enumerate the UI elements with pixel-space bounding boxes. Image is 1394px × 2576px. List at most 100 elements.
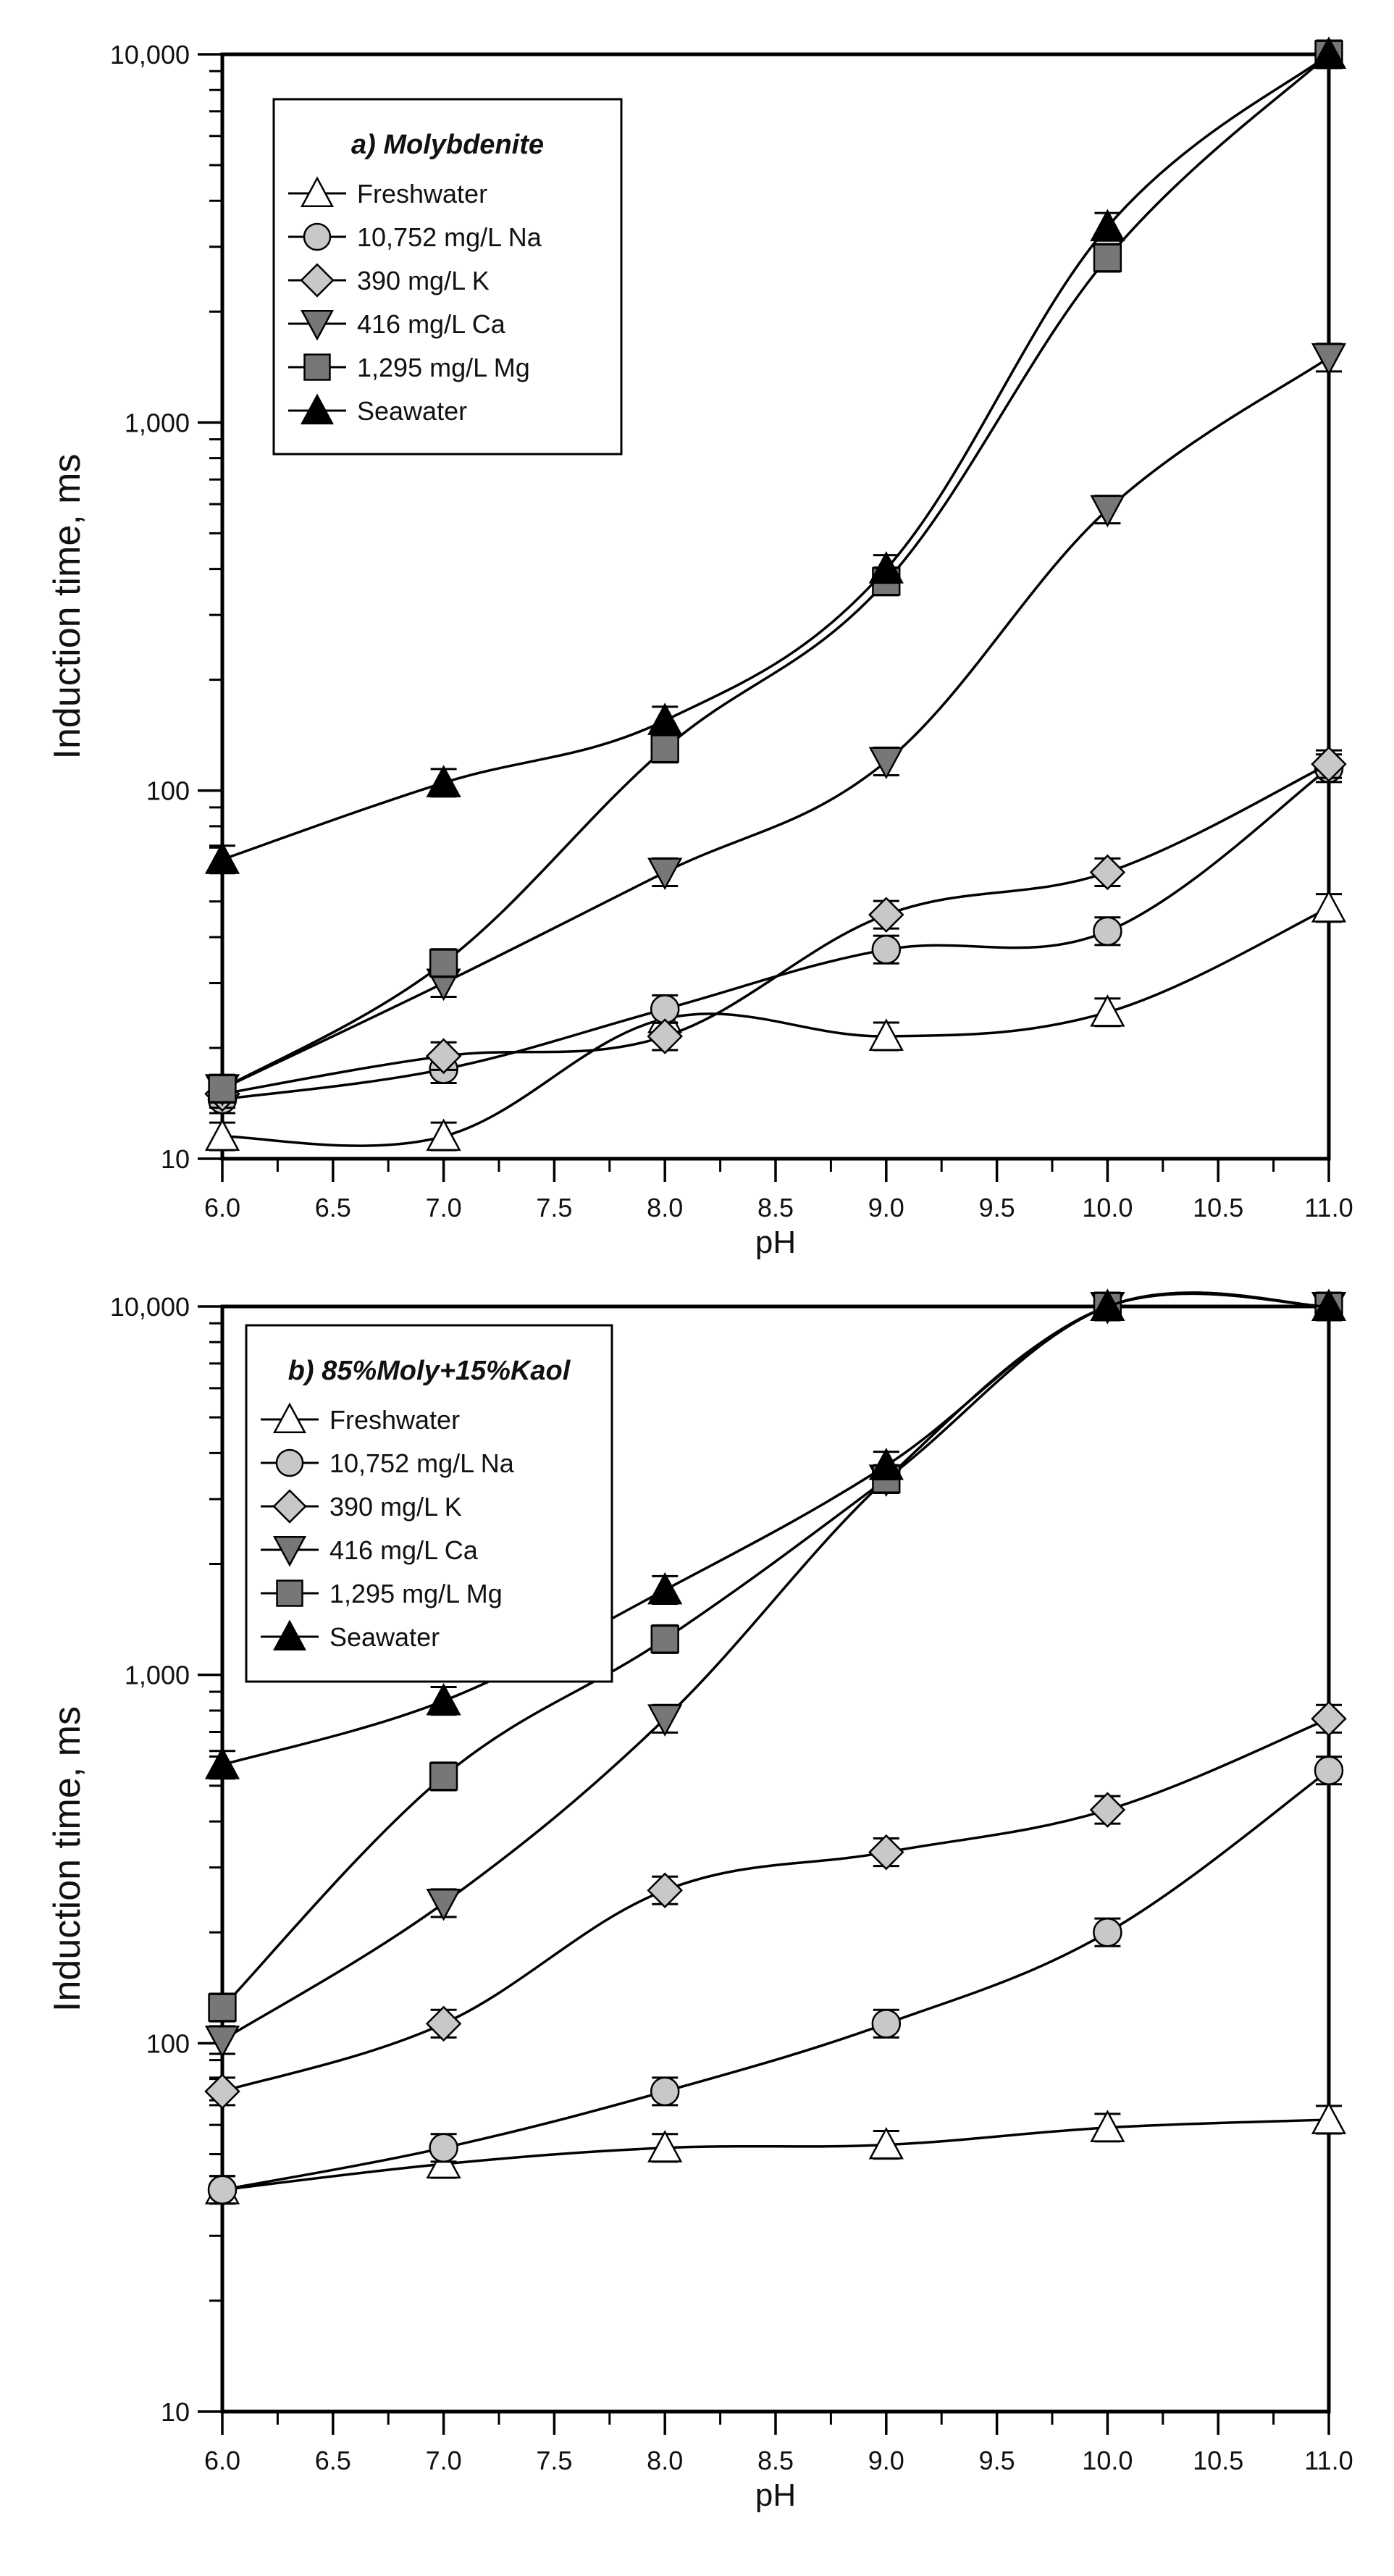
data-point [868, 1448, 904, 1480]
data-point [425, 2005, 462, 2042]
series-416-mg-l-ca [204, 343, 1347, 1107]
data-point [1311, 343, 1347, 376]
y-axis-title: Induction time, ms [46, 1706, 88, 2012]
data-point [1089, 854, 1126, 891]
y-tick-label: 1,000 [125, 1661, 190, 1690]
series-line [222, 1769, 1330, 2191]
x-tick-label: 8.0 [647, 2446, 683, 2475]
data-point [1093, 243, 1122, 272]
data-point [426, 1682, 461, 1716]
series-line [222, 767, 1330, 1101]
series-line [222, 1717, 1330, 2093]
y-tick-label: 10 [161, 2397, 190, 2427]
x-tick-label: 10.5 [1193, 1193, 1243, 1222]
data-point [650, 1624, 679, 1654]
legend-title: a) Molybdenite [351, 130, 544, 160]
series-10-752-mg-l-na [207, 1755, 1344, 2205]
data-point [647, 1704, 683, 1737]
data-point [204, 1747, 240, 1779]
data-point [208, 1993, 237, 2022]
y-tick-label: 10,000 [110, 40, 190, 70]
legend-label: 390 mg/L K [329, 1492, 462, 1522]
data-point [207, 2175, 238, 2205]
legend-label: 390 mg/L K [357, 266, 490, 295]
legend-label: 416 mg/L Ca [329, 1535, 479, 1565]
x-tick-label: 6.5 [315, 1193, 351, 1222]
data-point [1311, 746, 1347, 782]
data-point [1311, 890, 1347, 923]
series-line [222, 356, 1330, 1090]
legend-title: b) 85%Moly+15%Kaol [288, 1356, 571, 1386]
legend-box [245, 1324, 613, 1683]
data-point [426, 2146, 461, 2179]
data-point [426, 1888, 461, 1921]
data-point [208, 1074, 237, 1103]
legend-box [272, 98, 623, 456]
legend-label: 10,752 mg/L Na [329, 1448, 515, 1478]
data-point [204, 2073, 240, 2110]
data-point [204, 842, 240, 874]
x-tick-label: 9.5 [979, 2446, 1015, 2475]
x-tick-label: 9.0 [868, 1193, 904, 1222]
legend-label: Seawater [329, 1622, 440, 1652]
data-point [647, 1018, 683, 1054]
data-point [647, 2130, 683, 2162]
data-point [1089, 1792, 1126, 1828]
legend-label: Freshwater [329, 1405, 460, 1435]
legend-label: Seawater [357, 396, 467, 426]
data-point [204, 2026, 240, 2058]
series-seawater [204, 1288, 1347, 1780]
y-tick-label: 1,000 [125, 408, 190, 437]
legend-marker [275, 1448, 304, 1477]
data-point [1093, 1917, 1122, 1947]
x-tick-label: 10.0 [1082, 2446, 1133, 2475]
x-tick-label: 11.0 [1304, 1193, 1353, 1222]
x-tick-label: 8.0 [647, 1193, 683, 1222]
legend-marker [272, 1489, 307, 1524]
data-point [868, 747, 904, 780]
data-point [429, 2133, 458, 2163]
data-point [1090, 994, 1125, 1027]
data-point [650, 734, 679, 763]
data-point [871, 2009, 902, 2039]
data-point [1314, 1755, 1344, 1785]
data-point [868, 1018, 904, 1051]
y-tick-label: 10 [161, 1144, 190, 1174]
x-tick-label: 9.5 [979, 1193, 1015, 1222]
x-tick-label: 8.5 [757, 1193, 794, 1222]
chart-panel-a: 6.0 6.5 7.0 7.5 8.0 8.5 9.0 9.5 10.0 10.5 11.0 10 10… [46, 36, 1353, 1260]
data-point [868, 1834, 904, 1871]
legend-marker [301, 309, 334, 341]
x-tick-label: 10.5 [1193, 2446, 1243, 2475]
legend-label: 416 mg/L Ca [357, 309, 506, 339]
legend-marker [303, 222, 332, 251]
data-point [868, 897, 904, 933]
data-point [1311, 1288, 1347, 1321]
data-point [426, 765, 461, 797]
series-line [222, 2118, 1330, 2191]
legend-marker [303, 353, 331, 381]
x-tick-label: 11.0 [1304, 2446, 1353, 2475]
legend-marker [273, 1402, 306, 1434]
data-point [1090, 209, 1125, 242]
x-tick-label: 10.0 [1082, 1193, 1133, 1222]
data-point [1311, 2102, 1347, 2134]
legend-label: 1,295 mg/L Mg [357, 353, 530, 382]
x-tick-label: 7.0 [426, 2446, 462, 2475]
legend-label: Freshwater [357, 179, 487, 209]
x-tick-label: 9.0 [868, 2446, 904, 2475]
legend-marker [301, 393, 334, 425]
series-freshwater [204, 890, 1347, 1151]
data-point [1093, 916, 1122, 947]
legend: b) 85%Moly+15%Kaol Freshwater 10,752 mg/L … [245, 1324, 613, 1683]
series-390-mg-l-k [204, 746, 1347, 1112]
series-line [222, 1292, 1330, 1766]
legend-marker [273, 1535, 306, 1567]
data-point [429, 949, 458, 978]
series-line [222, 763, 1330, 1096]
data-point [868, 2126, 904, 2160]
series-freshwater [204, 2102, 1347, 2205]
legend-label: 10,752 mg/L Na [357, 222, 542, 252]
legend-marker [273, 1619, 306, 1651]
